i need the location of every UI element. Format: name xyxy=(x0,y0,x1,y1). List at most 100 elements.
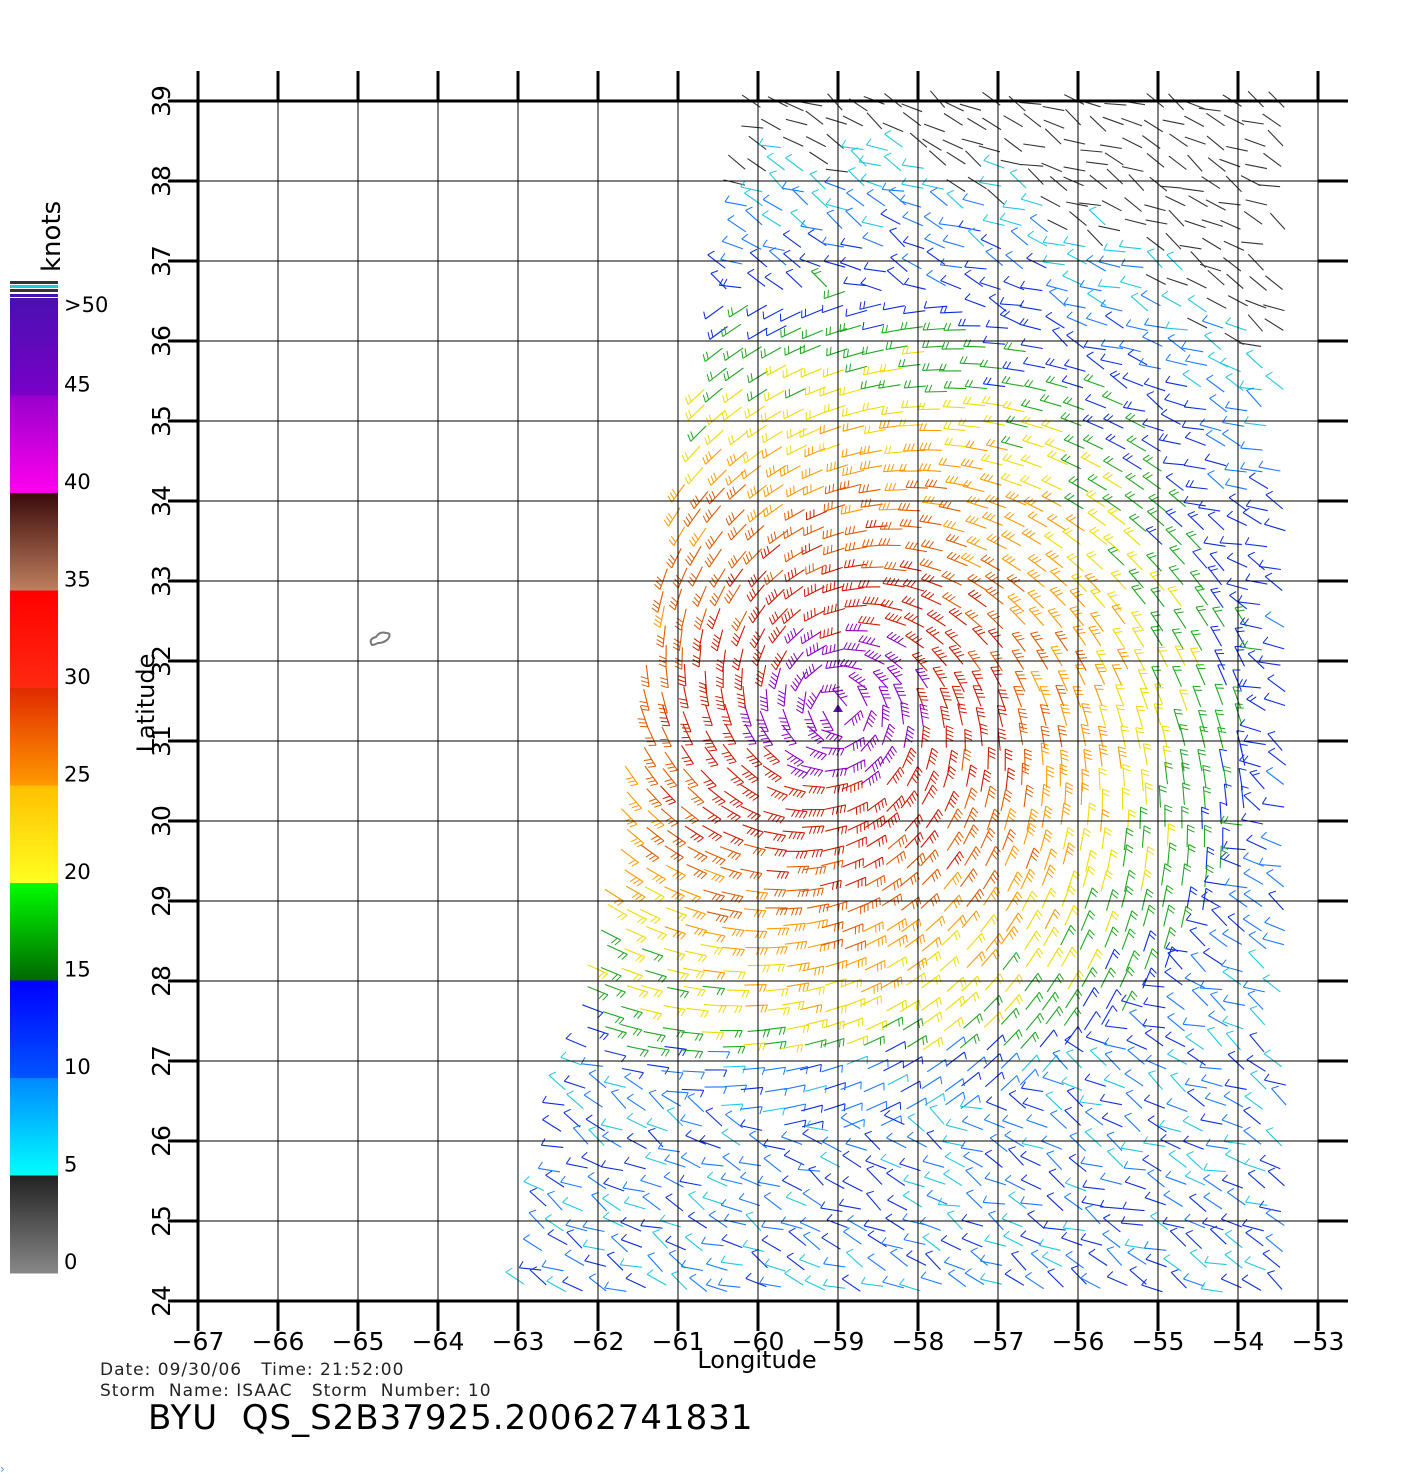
wind-barb-flag xyxy=(1022,762,1030,767)
wind-barb xyxy=(921,725,925,748)
wind-barb-flag xyxy=(811,692,817,699)
wind-barb-flag xyxy=(1144,317,1150,325)
wind-barb-flag xyxy=(1003,310,1010,317)
wind-barb xyxy=(1146,236,1165,251)
wind-barb xyxy=(1206,378,1225,393)
wind-barb-flag xyxy=(1056,1009,1061,1017)
wind-barb xyxy=(963,824,974,845)
wind-barb xyxy=(1162,119,1185,125)
wind-barb-flag xyxy=(1143,829,1151,834)
wind-barb-flag xyxy=(733,779,741,784)
wind-barb xyxy=(1086,554,1104,570)
wind-barb xyxy=(1043,119,1065,129)
wind-barb-flag xyxy=(1121,655,1129,658)
wind-barb xyxy=(822,648,844,656)
wind-barb-flag xyxy=(699,1134,706,1142)
wind-barb-flag xyxy=(898,839,902,848)
wind-barb-flag xyxy=(903,519,908,527)
wind-barb-flag xyxy=(1064,492,1071,499)
wind-barb-flag xyxy=(1164,867,1172,873)
wind-barb-flag xyxy=(972,625,980,630)
wind-barb xyxy=(1165,327,1188,331)
wind-barb-flag xyxy=(841,961,844,970)
wind-barb xyxy=(847,820,869,831)
wind-barb-flag xyxy=(560,1051,567,1058)
wind-barb xyxy=(881,976,902,989)
wind-barb-flag xyxy=(545,1170,553,1176)
wind-barb xyxy=(803,485,825,496)
wind-barb xyxy=(703,868,725,878)
wind-barb-flag xyxy=(784,512,786,521)
wind-barb-flag xyxy=(678,683,686,687)
wind-barb-flag xyxy=(741,990,746,998)
wind-barb xyxy=(841,1102,863,1112)
wind-barb-flag xyxy=(1146,552,1154,556)
wind-barb-flag xyxy=(979,276,986,283)
wind-barb xyxy=(765,389,785,402)
wind-barb-flag xyxy=(1041,742,1049,746)
wind-barb-flag xyxy=(1053,926,1060,934)
wind-barb-flag xyxy=(884,446,888,454)
wind-barb xyxy=(1241,120,1264,125)
wind-barb-flag xyxy=(984,454,991,462)
wind-barb-flag xyxy=(920,699,929,701)
wind-barb-flag xyxy=(1235,627,1243,629)
wind-barb-flag xyxy=(1026,252,1033,259)
wind-barb xyxy=(1220,857,1242,867)
wind-barb xyxy=(940,311,963,314)
wind-barb-flag xyxy=(664,778,673,782)
legend-band xyxy=(10,883,58,981)
wind-barb-flag xyxy=(821,920,825,929)
wind-barb xyxy=(901,103,923,113)
wind-barb-flag xyxy=(780,946,784,955)
wind-barb-flag xyxy=(820,1105,823,1113)
wind-barb-flag xyxy=(1205,887,1213,893)
wind-barb-flag xyxy=(1016,638,1025,641)
wind-barb xyxy=(782,233,802,248)
wind-barb-flag xyxy=(1248,472,1256,478)
wind-barb-flag xyxy=(700,1010,705,1018)
wind-barb xyxy=(1249,1008,1266,1026)
wind-barb xyxy=(766,870,789,873)
wind-barb-flag xyxy=(747,490,750,499)
wind-barb xyxy=(1064,1039,1084,1053)
wind-barb-flag xyxy=(799,907,803,916)
wind-barb-flag xyxy=(1112,1005,1118,1012)
wind-barb xyxy=(1148,497,1167,512)
wind-barb-flag xyxy=(901,920,904,929)
wind-barb-flag xyxy=(985,438,992,446)
wind-barb xyxy=(581,1063,604,1067)
wind-barb-flag xyxy=(761,435,764,443)
wind-barb-flag xyxy=(831,882,835,890)
wind-barb-flag xyxy=(1149,555,1157,559)
wind-barb-flag xyxy=(1069,606,1078,610)
wind-barb xyxy=(743,1042,766,1046)
wind-barb-flag xyxy=(745,990,750,998)
wind-barb xyxy=(1000,926,1015,945)
wind-barb-flag xyxy=(858,635,864,642)
wind-barb-flag xyxy=(1150,510,1158,515)
wind-barb xyxy=(929,1107,945,1125)
wind-barb-flag xyxy=(710,764,719,767)
wind-barb-flag xyxy=(998,689,1007,691)
wind-barb xyxy=(1005,254,1024,270)
wind-barb xyxy=(902,1018,923,1031)
wind-barb xyxy=(719,846,741,855)
wind-barb-flag xyxy=(946,551,953,558)
wind-barb xyxy=(720,688,726,710)
wind-barb xyxy=(1244,138,1266,147)
wind-barb-flag xyxy=(1181,341,1187,349)
wind-barb xyxy=(1203,1169,1226,1173)
wind-barb xyxy=(1021,404,1043,412)
wind-barb-flag xyxy=(1142,1018,1148,1026)
wind-barb-flag xyxy=(729,456,734,464)
wind-barb-flag xyxy=(1126,401,1132,409)
wind-barb-flag xyxy=(721,235,728,242)
wind-barb-flag xyxy=(627,780,636,783)
wind-barb xyxy=(1167,1053,1188,1065)
wind-barb-flag xyxy=(1023,318,1029,326)
wind-barb-flag xyxy=(1042,1071,1049,1078)
wind-barb xyxy=(884,654,903,670)
wind-barb-flag xyxy=(1187,511,1195,515)
wind-barb-flag xyxy=(935,953,938,962)
